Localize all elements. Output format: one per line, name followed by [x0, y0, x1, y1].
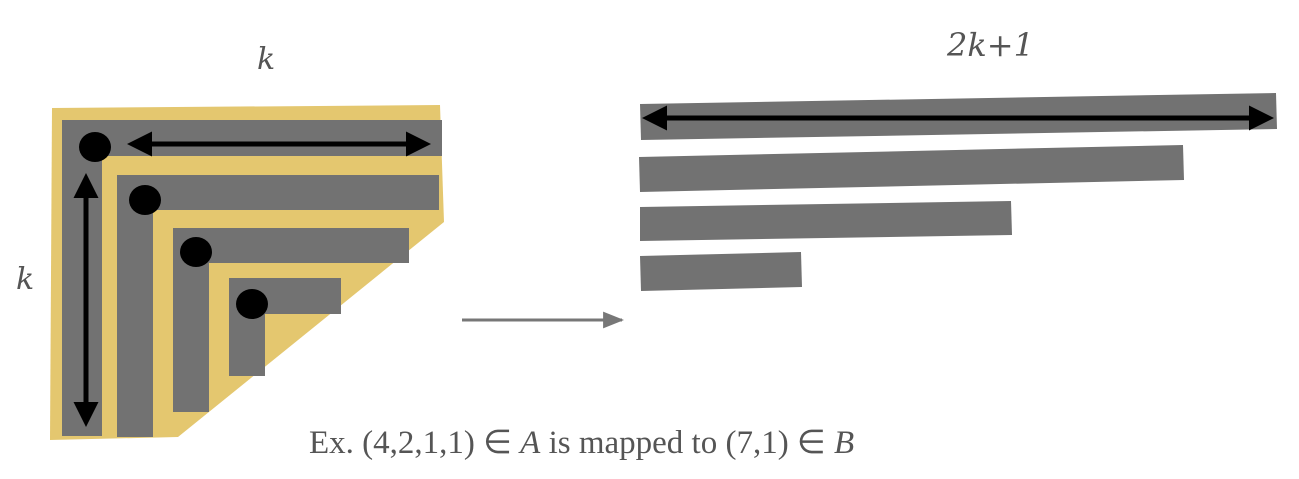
- result-bar-4: [640, 252, 802, 291]
- corner-dot-4: [236, 289, 268, 319]
- caption-set-b: B: [833, 425, 855, 461]
- label-2k-plus-1: 2k+1: [947, 26, 1034, 64]
- hook-2: [117, 175, 439, 437]
- corner-dot-1: [79, 132, 111, 162]
- result-bar-3: [640, 201, 1012, 241]
- caption: Ex. (4,2,1,1) ∈ A is mapped to (7,1) ∈ B: [309, 422, 854, 462]
- hook-3-arm: [173, 228, 409, 263]
- caption-prefix: Ex. (4,2,1,1) ∈: [309, 425, 521, 461]
- result-bar-2: [639, 145, 1184, 192]
- hook-2-arm: [117, 175, 439, 210]
- label-k-left: k: [16, 262, 35, 297]
- hook-2-leg: [117, 175, 153, 437]
- hook-1-arm: [62, 120, 442, 156]
- corner-dot-2: [129, 185, 161, 215]
- corner-dot-3: [180, 237, 212, 267]
- label-k-top: k: [257, 42, 276, 77]
- caption-set-a: A: [520, 425, 541, 461]
- hook-1-leg: [62, 120, 102, 436]
- caption-middle: is mapped to (7,1) ∈: [540, 425, 834, 461]
